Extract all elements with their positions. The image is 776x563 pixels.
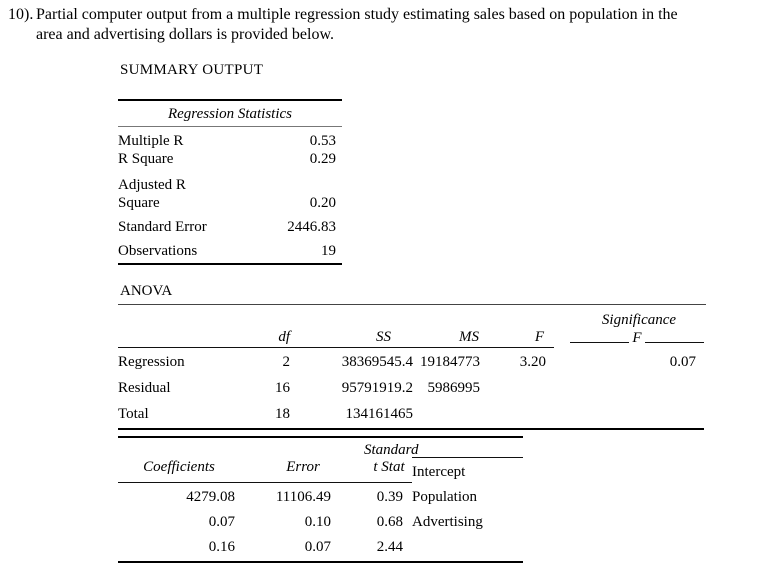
stat-label: R Square bbox=[118, 151, 174, 167]
question-number: 10). bbox=[8, 6, 34, 23]
stat-value: 2446.83 bbox=[287, 219, 336, 235]
stat-value: 19 bbox=[321, 243, 336, 259]
table-row-adjusted-r-square: Adjusted R Square 0.20 bbox=[118, 176, 342, 212]
stat-label: Standard Error bbox=[118, 219, 207, 235]
anova-header-f: F bbox=[483, 329, 554, 348]
stat-value: 0.53 bbox=[309, 133, 336, 149]
intercept-coefficient: 4279.08 bbox=[186, 489, 235, 505]
anova-header-sig-f-letter: F bbox=[632, 330, 642, 346]
anova-regression-df: 2 bbox=[282, 354, 291, 370]
regression-statistics-table: Regression Statistics Multiple R 0.53 R … bbox=[118, 99, 342, 265]
coef-header-t-stat: t Stat bbox=[336, 458, 412, 483]
anova-row-residual-label: Residual bbox=[118, 380, 171, 396]
question-line-1: Partial computer output from a multiple … bbox=[36, 6, 678, 23]
anova-total-f bbox=[483, 400, 554, 426]
table-row-observations: Observations 19 bbox=[118, 242, 342, 260]
stat-label: Multiple R bbox=[118, 133, 184, 149]
question: 10). Partial computer output from a mult… bbox=[8, 5, 760, 45]
anova-header-empty bbox=[118, 329, 230, 348]
summary-output-title: SUMMARY OUTPUT bbox=[120, 62, 264, 78]
intercept-t-stat: 0.39 bbox=[376, 489, 403, 505]
stat-label: Observations bbox=[118, 243, 198, 259]
anova-regression-ms: 19184773 bbox=[420, 354, 480, 370]
intercept-standard-error: 11106.49 bbox=[275, 489, 331, 505]
anova-residual-ss: 95791919.2 bbox=[341, 380, 413, 396]
anova-total-df: 18 bbox=[275, 406, 290, 422]
advertising-coefficient: 0.16 bbox=[208, 539, 235, 555]
anova-regression-sig-f: 0.07 bbox=[669, 354, 696, 370]
population-standard-error: 0.10 bbox=[304, 514, 331, 530]
coef-row-advertising-label: Advertising bbox=[412, 514, 483, 530]
population-t-stat: 0.68 bbox=[376, 514, 403, 530]
anova-section-header: ANOVA bbox=[118, 283, 706, 305]
anova-total-ms bbox=[415, 400, 483, 426]
anova-header-ss: SS bbox=[292, 329, 415, 348]
question-text: Partial computer output from a multiple … bbox=[36, 5, 760, 45]
anova-residual-f bbox=[483, 374, 554, 400]
advertising-standard-error: 0.07 bbox=[304, 539, 331, 555]
coef-header-standard: Standard bbox=[364, 442, 419, 458]
regression-statistics-header: Regression Statistics bbox=[118, 101, 342, 127]
table-row-multiple-r: Multiple R 0.53 bbox=[118, 127, 342, 150]
coef-header-empty bbox=[412, 438, 523, 458]
anova-residual-sig-f bbox=[554, 374, 704, 400]
advertising-t-stat: 2.44 bbox=[376, 539, 403, 555]
anova-row-regression-label: Regression bbox=[118, 354, 185, 370]
anova-residual-df: 16 bbox=[275, 380, 290, 396]
coef-header-error: Error bbox=[240, 458, 336, 483]
table-row-standard-error: Standard Error 2446.83 bbox=[118, 218, 342, 236]
anova-residual-ms: 5986995 bbox=[427, 380, 481, 396]
coef-header-coefficients: Coefficients bbox=[118, 458, 240, 483]
anova-regression-ss: 38369545.4 bbox=[341, 354, 413, 370]
table-row-r-square: R Square 0.29 bbox=[118, 150, 342, 168]
anova-total-ss: 134161465 bbox=[345, 406, 414, 422]
stat-value: 0.20 bbox=[309, 195, 336, 211]
anova-header-ms: MS bbox=[415, 329, 483, 348]
question-line-2: area and advertising dollars is provided… bbox=[36, 26, 334, 43]
stat-value: 0.29 bbox=[309, 151, 336, 167]
coef-row-intercept-label: Intercept bbox=[412, 464, 466, 480]
population-coefficient: 0.07 bbox=[208, 514, 235, 530]
anova-header-significance-f: F bbox=[554, 329, 705, 348]
anova-total-sig-f bbox=[554, 400, 704, 426]
stat-label: Adjusted R Square bbox=[118, 177, 186, 211]
anova-header-significance: Significance bbox=[601, 312, 677, 328]
anova-row-total-label: Total bbox=[118, 406, 149, 422]
coefficients-table: Standard Coefficients Error t Stat Inter… bbox=[118, 436, 523, 563]
coef-row-population-label: Population bbox=[412, 489, 478, 505]
rule-segment bbox=[644, 341, 705, 343]
anova-table: Significance df SS MS F F Regression 2 3… bbox=[118, 308, 705, 430]
anova-regression-f: 3.20 bbox=[519, 354, 546, 370]
anova-header-df: df bbox=[230, 329, 292, 348]
rule-segment bbox=[570, 341, 630, 343]
